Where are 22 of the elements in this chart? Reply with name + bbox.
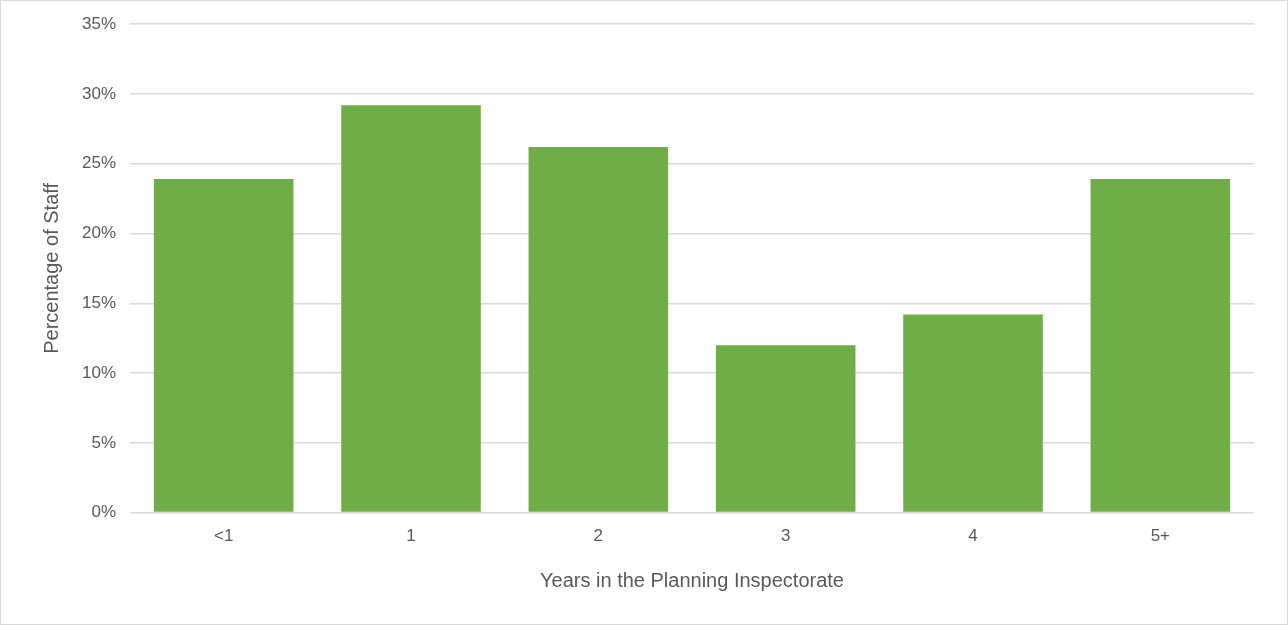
bar [528, 147, 669, 512]
y-tick-label: 35% [81, 13, 117, 33]
y-tick-label: 30% [81, 83, 117, 103]
bar [715, 345, 856, 512]
bar [153, 179, 294, 512]
y-tick-label: 10% [81, 362, 117, 382]
x-tick-label: 5+ [1150, 526, 1171, 546]
x-tick-label: 4 [968, 526, 978, 546]
x-tick-label: 1 [406, 526, 416, 546]
y-tick-label: 15% [81, 292, 117, 312]
bar [341, 105, 481, 512]
x-axis-title: Years in the Planning Inspectorate [540, 568, 844, 591]
bar [903, 314, 1043, 512]
y-tick-label: 5% [91, 432, 117, 452]
x-tick-label: 3 [780, 526, 791, 546]
bar [1090, 179, 1231, 512]
x-tick-label: <1 [213, 526, 234, 546]
y-tick-label: 0% [91, 502, 117, 522]
y-tick-label: 20% [81, 223, 117, 243]
y-axis-title: Percentage of Staff [39, 182, 62, 354]
x-tick-label: 2 [593, 526, 604, 546]
y-tick-label: 25% [81, 153, 117, 173]
